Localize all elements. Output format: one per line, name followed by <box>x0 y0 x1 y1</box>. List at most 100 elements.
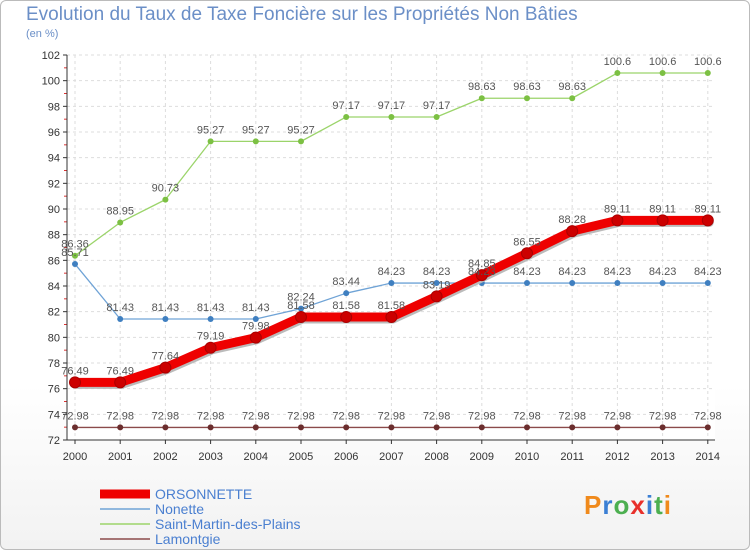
data-label-nonette: 84.23 <box>378 266 406 278</box>
data-label-nonette: 84.23 <box>423 266 451 278</box>
data-label-saint-martin-des-plains: 86.36 <box>61 239 89 251</box>
y-tick-label: 84 <box>48 281 60 293</box>
data-label-lamontgie: 72.98 <box>152 410 180 422</box>
y-tick-label: 96 <box>48 127 60 139</box>
data-point-saint-martin-des-plains <box>659 69 666 76</box>
data-label-nonette: 85.71 <box>61 247 89 259</box>
logo-letter: r <box>602 490 614 520</box>
x-tick-label: 2013 <box>650 451 674 463</box>
x-tick-label: 2001 <box>108 451 132 463</box>
data-label-saint-martin-des-plains: 98.63 <box>513 81 541 93</box>
data-label-lamontgie: 72.98 <box>197 410 225 422</box>
data-point-lamontgie <box>614 424 621 431</box>
y-tick-label: 78 <box>48 358 60 370</box>
data-label-lamontgie: 72.98 <box>242 410 270 422</box>
data-label-lamontgie: 72.98 <box>61 410 89 422</box>
data-point-orsonnette <box>114 376 127 389</box>
data-point-saint-martin-des-plains <box>162 196 169 203</box>
logo-letter: i <box>663 490 672 520</box>
data-label-saint-martin-des-plains: 88.95 <box>106 205 134 217</box>
data-point-nonette <box>388 280 395 287</box>
data-point-lamontgie <box>162 424 169 431</box>
data-label-orsonnette: 89.11 <box>694 203 721 215</box>
data-label-nonette: 84.23 <box>468 266 496 278</box>
data-label-saint-martin-des-plains: 100.6 <box>694 56 722 68</box>
data-label-orsonnette: 83.19 <box>423 279 451 291</box>
data-point-orsonnette <box>566 225 579 238</box>
x-tick-label: 2007 <box>379 451 403 463</box>
data-point-lamontgie <box>207 424 214 431</box>
data-point-lamontgie <box>569 424 576 431</box>
data-point-lamontgie <box>388 424 395 431</box>
data-label-nonette: 84.23 <box>694 266 722 278</box>
data-point-saint-martin-des-plains <box>207 138 214 145</box>
data-point-lamontgie <box>524 424 530 431</box>
logo-letter: P <box>584 490 603 520</box>
data-point-orsonnette <box>295 311 307 324</box>
data-label-saint-martin-des-plains: 97.17 <box>332 100 360 112</box>
x-tick-label: 2004 <box>244 451 268 463</box>
logo-letter: o <box>613 490 631 520</box>
legend-label-orsonnette: ORSONNETTE <box>155 486 252 502</box>
y-tick-label: 82 <box>48 307 60 319</box>
data-label-nonette: 83.44 <box>332 276 360 288</box>
data-point-nonette <box>569 280 576 287</box>
data-point-nonette <box>117 315 124 322</box>
data-point-lamontgie <box>72 424 78 431</box>
data-point-nonette <box>298 305 304 312</box>
data-point-saint-martin-des-plains <box>252 138 259 145</box>
chart-title: Evolution du Taux de Taxe Foncière sur l… <box>26 4 578 25</box>
y-tick-label: 90 <box>48 204 60 216</box>
data-label-nonette: 84.23 <box>558 266 586 278</box>
data-label-nonette: 81.43 <box>106 302 134 314</box>
data-label-lamontgie: 72.98 <box>332 410 360 422</box>
data-point-nonette <box>614 280 621 287</box>
data-label-orsonnette: 81.58 <box>378 300 406 312</box>
data-point-nonette <box>659 280 666 287</box>
data-label-orsonnette: 76.49 <box>106 365 134 377</box>
y-tick-label: 74 <box>48 409 60 421</box>
data-label-orsonnette: 77.64 <box>152 351 180 363</box>
data-point-saint-martin-des-plains <box>298 138 304 145</box>
data-label-orsonnette: 79.98 <box>242 321 270 333</box>
data-label-saint-martin-des-plains: 100.6 <box>604 56 632 68</box>
x-tick-label: 2005 <box>289 451 313 463</box>
data-label-nonette: 82.24 <box>287 292 315 304</box>
data-label-lamontgie: 72.98 <box>649 410 677 422</box>
data-point-orsonnette <box>340 311 353 324</box>
data-point-nonette <box>252 315 259 322</box>
x-tick-label: 2014 <box>696 451 720 463</box>
data-label-lamontgie: 72.98 <box>604 410 632 422</box>
data-point-orsonnette <box>385 311 398 324</box>
data-point-lamontgie <box>117 424 124 431</box>
x-tick-label: 2000 <box>63 451 87 463</box>
data-label-orsonnette: 84.85 <box>468 258 496 270</box>
data-label-saint-martin-des-plains: 97.17 <box>423 100 451 112</box>
data-point-saint-martin-des-plains <box>388 113 395 120</box>
data-label-lamontgie: 72.98 <box>558 410 586 422</box>
data-point-saint-martin-des-plains <box>343 113 350 120</box>
data-point-orsonnette <box>611 214 624 227</box>
x-tick-label: 2002 <box>153 451 177 463</box>
data-label-lamontgie: 72.98 <box>287 410 315 422</box>
logo-letter: x <box>630 490 646 520</box>
data-point-saint-martin-des-plains <box>524 95 530 102</box>
data-point-saint-martin-des-plains <box>614 69 621 76</box>
data-label-lamontgie: 72.98 <box>378 410 406 422</box>
data-point-orsonnette <box>475 269 488 282</box>
data-point-saint-martin-des-plains <box>72 252 78 259</box>
data-point-orsonnette <box>430 290 443 303</box>
logo-letter: i <box>645 490 655 520</box>
y-tick-label: 92 <box>48 178 60 190</box>
data-label-saint-martin-des-plains: 97.17 <box>378 100 406 112</box>
data-label-lamontgie: 72.98 <box>513 410 541 422</box>
data-label-saint-martin-des-plains: 98.63 <box>468 81 496 93</box>
data-point-saint-martin-des-plains <box>478 95 485 102</box>
y-tick-label: 102 <box>42 50 60 62</box>
data-point-orsonnette <box>249 331 262 344</box>
data-point-saint-martin-des-plains <box>704 69 711 76</box>
data-point-lamontgie <box>433 424 440 431</box>
x-tick-label: 2008 <box>424 451 448 463</box>
data-point-orsonnette <box>204 341 217 354</box>
x-tick-label: 2003 <box>198 451 222 463</box>
